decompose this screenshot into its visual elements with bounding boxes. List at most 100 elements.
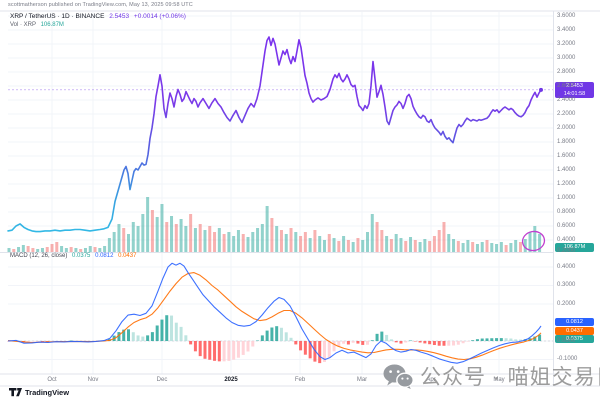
macd-histogram-bar	[380, 331, 384, 341]
macd-histogram-bar	[294, 341, 298, 345]
macd-signal-value: 0.0437	[118, 253, 137, 259]
volume-bar	[7, 248, 11, 252]
volume-bar	[389, 239, 393, 252]
macd-histogram-bar	[127, 329, 130, 341]
macd-histogram-bar	[50, 341, 54, 342]
macd-histogram-bar	[389, 339, 393, 341]
macd-histogram-bar	[170, 315, 174, 341]
volume-bar	[232, 236, 236, 252]
tradingview-logo[interactable]: TradingView	[9, 388, 69, 397]
macd-histogram-bar	[241, 341, 245, 355]
volume-bar	[375, 222, 379, 252]
volume-bar	[523, 239, 527, 252]
volume-legend[interactable]: Vol · XRP 106.87M	[10, 22, 64, 28]
volume-bar	[366, 232, 369, 252]
volume-bar	[79, 249, 83, 252]
volume-bar	[480, 242, 484, 252]
series	[7, 36, 542, 364]
price-change-value: +0.0014 (+0.06%)	[133, 13, 186, 20]
macd-histogram-bar	[375, 333, 379, 341]
macd-histogram-bar	[437, 341, 441, 346]
volume-bar	[385, 236, 389, 252]
volume-bar	[203, 230, 207, 252]
macd-histogram-bar	[179, 326, 183, 341]
macd-histogram-bar	[356, 341, 360, 344]
volume-bar	[93, 247, 97, 252]
macd-legend[interactable]: MACD (12, 26, close) 0.0375 0.0812 0.043…	[10, 253, 136, 259]
macd-histogram-bar	[495, 338, 499, 341]
symbol-legend[interactable]: XRP / TetherUS · 1D · BINANCE 2.5453 +0.…	[10, 13, 186, 20]
macd-histogram-bar	[265, 330, 269, 341]
macd-hist-value: 0.0375	[72, 253, 91, 259]
volume-bar	[495, 244, 499, 252]
volume-bar	[447, 234, 451, 252]
volume-bar	[475, 244, 479, 252]
volume-bar	[107, 238, 111, 252]
macd-histogram-bar	[222, 341, 226, 362]
volume-bar	[461, 243, 465, 252]
volume-bar	[284, 234, 288, 252]
volume-bar	[538, 234, 542, 252]
volume-bar	[533, 226, 537, 252]
volume-bar	[189, 214, 193, 252]
price-line	[7, 36, 542, 233]
macd-histogram-bar	[270, 327, 274, 341]
volume-bar	[98, 248, 102, 252]
tradingview-logo-text: TradingView	[25, 388, 70, 397]
symbol-title[interactable]: XRP / TetherUS · 1D · BINANCE	[10, 13, 105, 20]
volume-bar	[112, 232, 116, 252]
macd-histogram-bar	[284, 332, 288, 341]
macd-histogram-bar	[165, 315, 169, 341]
macd-histogram-bar	[466, 341, 470, 342]
countdown-text: 14:01:58	[563, 91, 586, 97]
volume-bar	[88, 246, 92, 252]
volume-badge: 106.87M	[555, 242, 594, 252]
volume-bar	[117, 224, 121, 252]
volume-bar	[146, 197, 150, 252]
watermark-text: 公众号 · 喵姐交易日记	[420, 366, 600, 389]
volume-bar	[256, 228, 260, 252]
macd-histogram-bar	[409, 340, 413, 341]
volume-bar	[518, 242, 522, 252]
volume-label: Vol · XRP	[10, 21, 36, 28]
volume-bar	[26, 246, 30, 252]
macd-histogram-bar	[332, 341, 336, 352]
volume-bar	[356, 238, 360, 252]
tradingview-logo-icon	[9, 388, 22, 397]
macd-histogram-bar	[236, 341, 240, 358]
macd-histogram-bar	[399, 341, 403, 344]
macd-histogram-bar	[189, 341, 193, 345]
macd-histogram-bar	[423, 341, 427, 344]
macd-histogram-bar	[504, 338, 508, 341]
macd-histogram-bar	[217, 341, 221, 362]
macd-histogram-bar	[279, 327, 283, 341]
macd-histogram-bar	[480, 338, 484, 341]
macd-histogram-bar	[509, 338, 513, 341]
volume-bar	[74, 248, 78, 252]
volume-bar	[289, 228, 293, 252]
volume-bar	[413, 240, 417, 252]
volume-bar	[165, 222, 169, 252]
volume-bar	[160, 204, 164, 252]
volume-bar	[12, 249, 16, 252]
macd-histogram-bar	[351, 341, 355, 343]
volume-bar	[485, 240, 489, 252]
volume-bar	[299, 236, 303, 252]
macd-histogram-bar	[452, 341, 456, 346]
volume-bar	[327, 234, 331, 252]
volume-bar	[275, 226, 279, 252]
volume-bar	[418, 242, 422, 252]
volume-bar	[432, 236, 436, 252]
watermark: 公众号 · 喵姐交易日记	[383, 361, 600, 391]
macd-histogram-bar	[160, 319, 164, 341]
volume-bar	[318, 236, 322, 252]
macd-histogram-bar	[461, 341, 465, 344]
macd-histogram-bar	[456, 341, 460, 345]
macd-histogram-bar	[193, 341, 197, 352]
volume-bar	[184, 226, 188, 252]
attribution-text: scottmatherson published on TradingView.…	[8, 2, 193, 8]
macd-histogram-bar	[45, 341, 49, 342]
volume-bar	[509, 243, 513, 252]
